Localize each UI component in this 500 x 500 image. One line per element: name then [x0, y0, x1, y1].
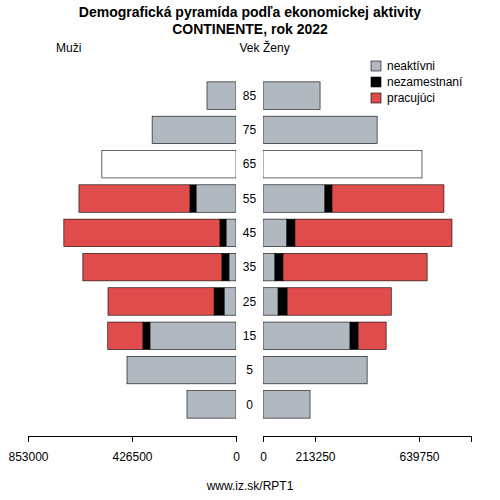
tick-label: 0 — [260, 450, 267, 464]
bar — [220, 219, 226, 246]
bar — [278, 288, 287, 315]
legend-swatch — [371, 61, 381, 71]
side-label: Ženy — [263, 40, 290, 55]
category-label: 35 — [243, 260, 257, 274]
tick: 639750 — [399, 436, 439, 464]
bar — [229, 253, 236, 280]
bar — [108, 288, 214, 315]
bar — [226, 219, 236, 246]
category-label: 15 — [243, 329, 257, 343]
bar — [108, 322, 143, 349]
bar — [295, 219, 452, 246]
tick-mark — [419, 436, 420, 442]
bar — [263, 322, 350, 349]
bar — [263, 116, 377, 143]
bar — [64, 219, 220, 246]
bar — [287, 219, 295, 246]
tick-label: 0 — [233, 450, 240, 464]
legend-label: nezamestnaní — [387, 75, 463, 89]
x-axis: 0 213250 639750 — [260, 436, 471, 464]
bar — [190, 185, 196, 212]
category-label: 55 — [243, 192, 257, 206]
tick-label: 853000 — [8, 450, 48, 464]
title: Demografická pyramída podľa ekonomickej … — [79, 4, 422, 20]
chart: Demografická pyramída podľa ekonomickej … — [0, 0, 500, 500]
bar — [102, 150, 236, 177]
legend-swatch — [371, 77, 381, 87]
category-label: 5 — [246, 363, 253, 377]
bar — [287, 288, 391, 315]
bars — [64, 82, 236, 418]
category-label: 25 — [243, 295, 257, 309]
category-label: 45 — [243, 226, 257, 240]
tick-mark — [315, 436, 316, 442]
axis-title: Vek — [239, 41, 260, 55]
bar — [358, 322, 386, 349]
category-label: 65 — [243, 157, 257, 171]
bar — [263, 356, 367, 383]
tick-label: 213250 — [295, 450, 335, 464]
bar — [332, 185, 444, 212]
tick-label: 426500 — [112, 450, 152, 464]
tick-label: 639750 — [399, 450, 439, 464]
bar — [187, 391, 236, 418]
bar — [350, 322, 358, 349]
tick: 0 — [260, 436, 267, 464]
category-label: 0 — [246, 398, 253, 412]
bar — [222, 253, 229, 280]
bar — [263, 219, 287, 246]
bar — [79, 185, 190, 212]
tick-mark — [28, 436, 29, 442]
legend-swatch — [371, 93, 381, 103]
tick: 426500 — [112, 436, 152, 464]
category-label: 75 — [243, 123, 257, 137]
subtitle: CONTINENTE, rok 2022 — [172, 21, 328, 37]
side-label: Muži — [56, 41, 81, 55]
caption: www.iz.sk/RPT1 — [206, 479, 294, 493]
bar — [263, 391, 310, 418]
tick-mark — [263, 436, 264, 442]
bar — [214, 288, 224, 315]
tick: 0 — [233, 436, 240, 464]
legend-label: neaktívni — [387, 59, 435, 73]
bar — [127, 356, 236, 383]
bar — [283, 253, 427, 280]
bar — [263, 150, 422, 177]
bar — [196, 185, 236, 212]
bar — [83, 253, 222, 280]
bar — [263, 82, 320, 109]
bar — [143, 322, 150, 349]
tick: 213250 — [295, 436, 335, 464]
bar — [150, 322, 236, 349]
bar — [263, 288, 278, 315]
bar — [263, 185, 325, 212]
bar — [207, 82, 236, 109]
x-axis: 853000 426500 0 — [8, 436, 240, 464]
legend-label: pracujúci — [387, 91, 435, 105]
bar — [224, 288, 236, 315]
axis-line — [264, 437, 472, 443]
bar — [152, 116, 236, 143]
category-label: 85 — [243, 89, 257, 103]
bar — [325, 185, 332, 212]
tick-mark — [236, 436, 237, 442]
tick-mark — [132, 436, 133, 442]
legend: neaktívni nezamestnaní pracujúci — [371, 59, 463, 105]
axis-line — [29, 437, 237, 443]
bar — [275, 253, 283, 280]
bars — [263, 82, 452, 418]
bar — [263, 253, 275, 280]
tick: 853000 — [8, 436, 48, 464]
